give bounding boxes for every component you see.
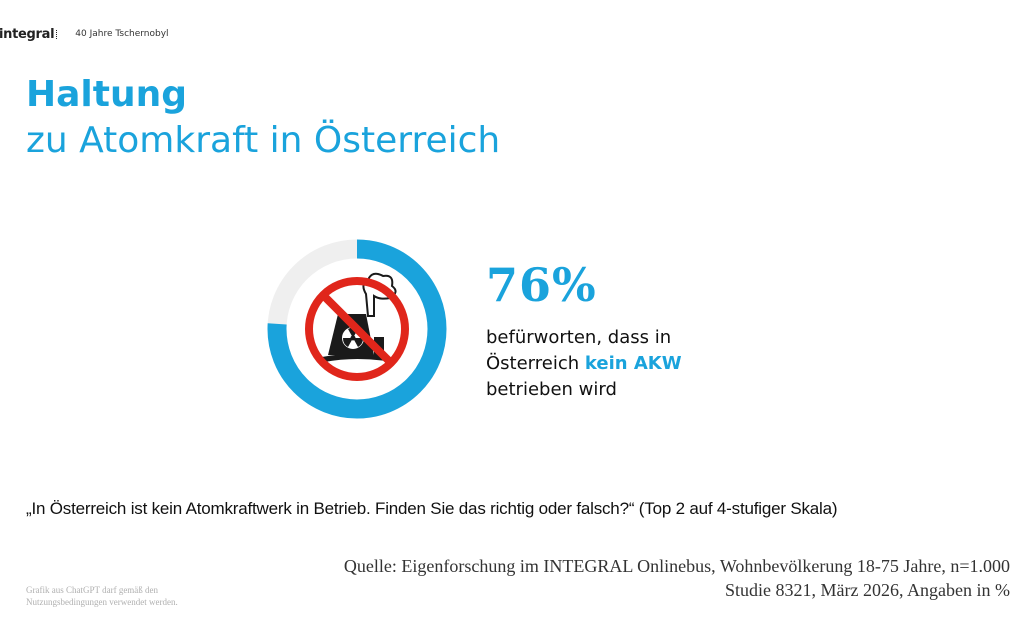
image-disclaimer: Grafik aus ChatGPT darf gemäß den Nutzun… bbox=[26, 585, 178, 607]
integral-logo: integral bbox=[0, 27, 59, 42]
document-label: 40 Jahre Tschernobyl bbox=[75, 29, 169, 39]
page-title: Haltung zu Atomkraft in Österreich bbox=[26, 72, 500, 164]
donut-chart bbox=[262, 234, 452, 424]
no-nuclear-plant-icon bbox=[305, 272, 409, 381]
survey-question: „In Österreich ist kein Atomkraftwerk in… bbox=[26, 499, 838, 518]
source-note: Quelle: Eigenforschung im INTEGRAL Onlin… bbox=[344, 554, 1010, 602]
title-line-1: Haltung bbox=[26, 74, 187, 115]
stat-highlight: kein AKW bbox=[584, 353, 682, 374]
stat-block: 76% befürworten, dass in Österreich kein… bbox=[486, 253, 682, 403]
donut-value-arc bbox=[267, 239, 447, 419]
source-line-1: Quelle: Eigenforschung im INTEGRAL Onlin… bbox=[343, 556, 1010, 576]
stat-percent: 76% bbox=[486, 258, 597, 312]
stat-desc-line-2: Österreich kein AKW bbox=[486, 353, 682, 374]
stat-desc-line-3: betrieben wird bbox=[486, 379, 617, 400]
stat-description: befürworten, dass in Österreich kein AKW… bbox=[486, 325, 682, 403]
header-bar: integral 40 Jahre Tschernobyl bbox=[0, 25, 169, 43]
source-line-2: Studie 8321, März 2026, Angaben in % bbox=[725, 580, 1010, 600]
stat-desc-line-1: befürworten, dass in bbox=[486, 327, 672, 348]
title-line-2: zu Atomkraft in Österreich bbox=[26, 120, 501, 161]
